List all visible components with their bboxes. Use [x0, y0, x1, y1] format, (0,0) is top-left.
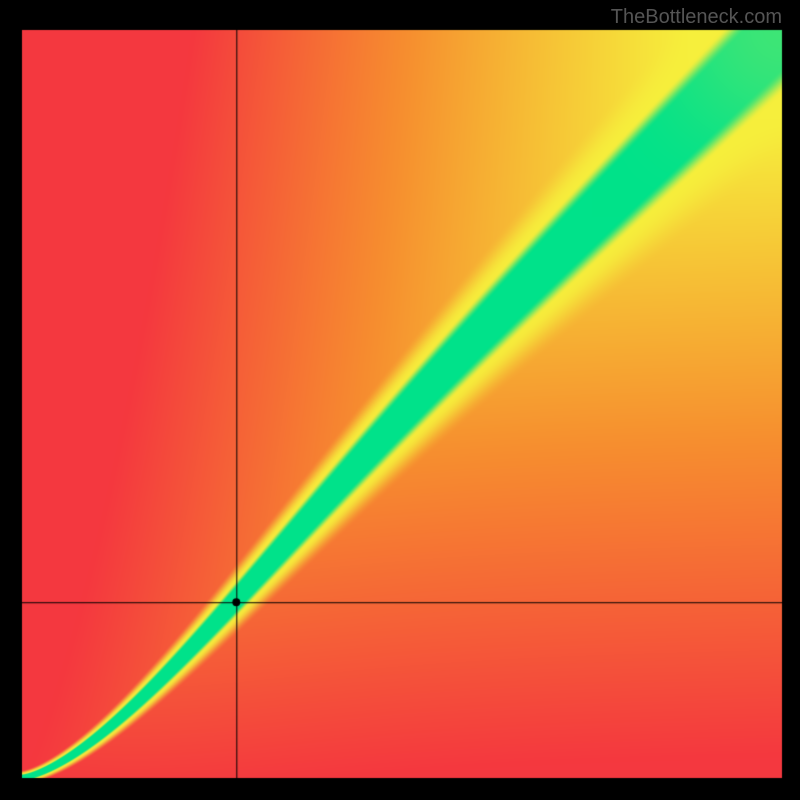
watermark-text: TheBottleneck.com — [611, 6, 782, 29]
heatmap-canvas — [0, 0, 800, 800]
bottleneck-heatmap: TheBottleneck.com — [0, 0, 800, 800]
